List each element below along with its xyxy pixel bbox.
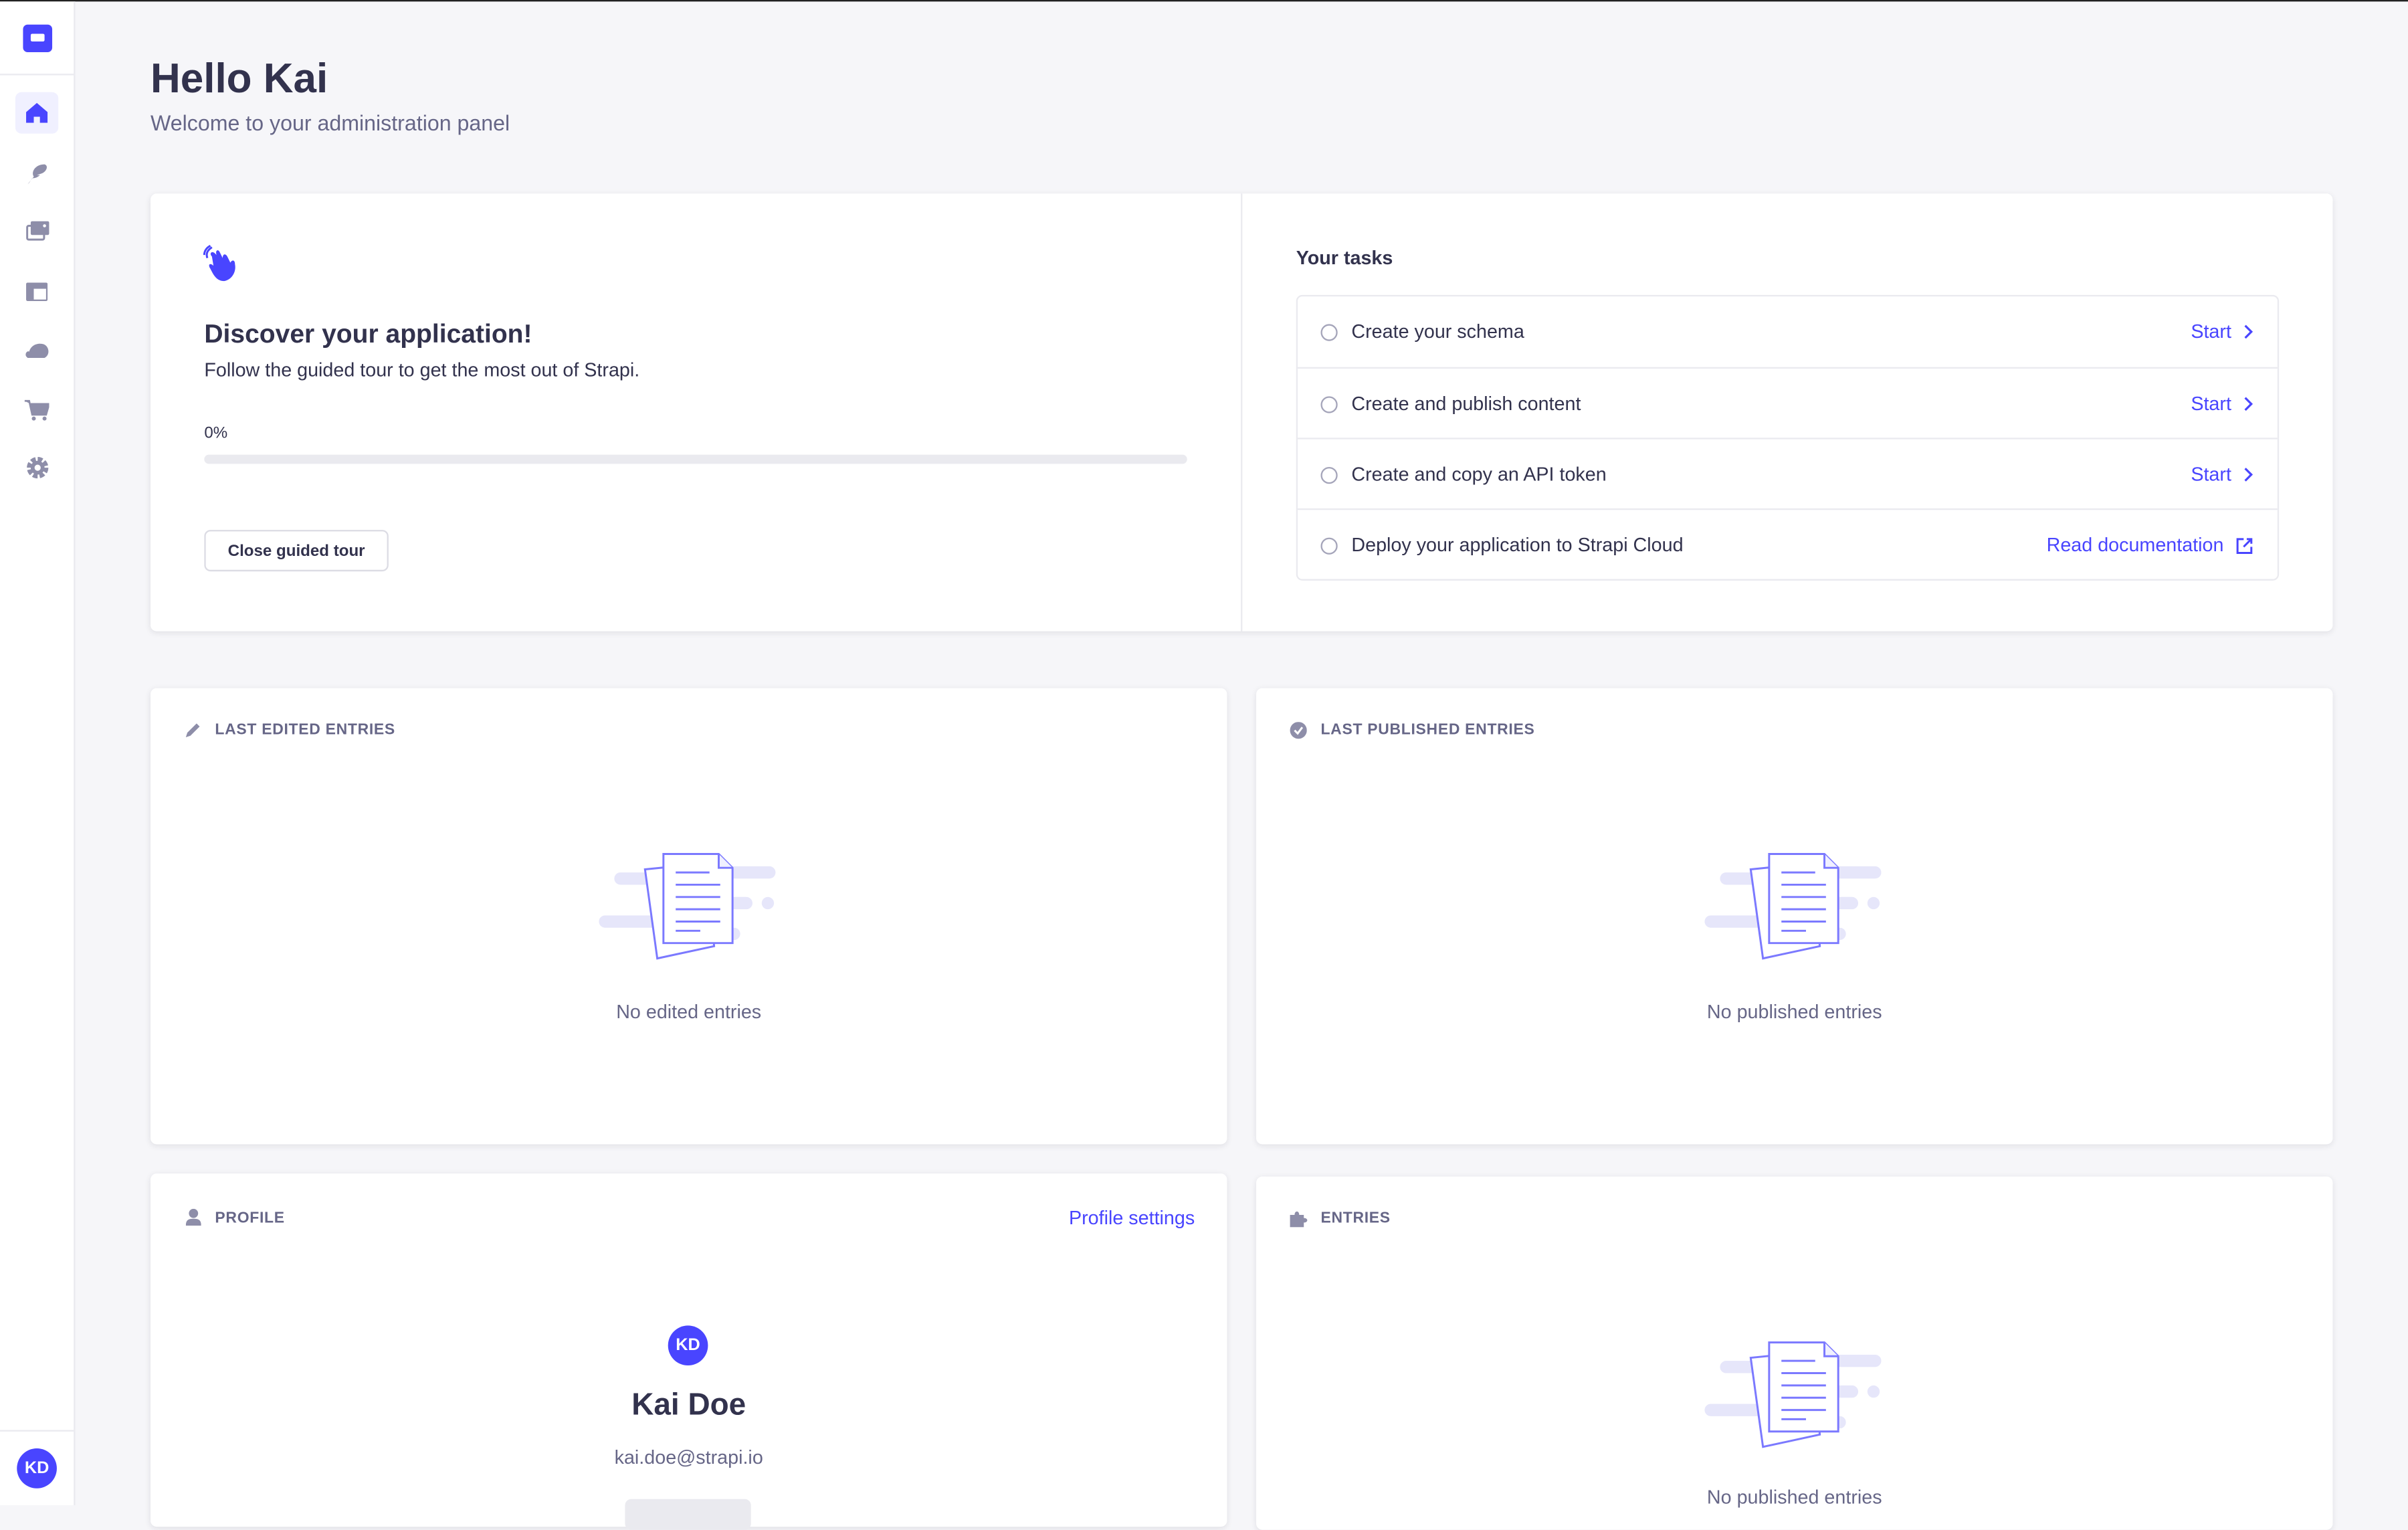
task-start-link[interactable]: Start bbox=[2191, 393, 2253, 415]
tour-subtitle: Follow the guided tour to get the most o… bbox=[204, 359, 640, 381]
page-title: Hello Kai bbox=[150, 55, 328, 102]
nav-home[interactable] bbox=[15, 92, 59, 134]
read-documentation-link[interactable]: Read documentation bbox=[2047, 535, 2253, 556]
profile-email: kai.doe@strapi.io bbox=[614, 1446, 763, 1468]
last-edited-entries-card: Last edited entries No edited entries bbox=[150, 688, 1227, 1145]
progress-label: 0% bbox=[204, 423, 228, 443]
chevron-right-icon bbox=[2244, 397, 2253, 411]
tour-title: Discover your application! bbox=[204, 319, 532, 349]
divider bbox=[0, 74, 74, 76]
cloud-icon bbox=[25, 343, 49, 357]
wave-hand-icon bbox=[203, 245, 235, 282]
profile-settings-link[interactable]: Profile settings bbox=[1068, 1207, 1195, 1229]
feather-icon bbox=[27, 163, 46, 184]
home-icon bbox=[26, 102, 48, 123]
card-title: Last edited entries bbox=[215, 722, 395, 739]
check-circle-icon bbox=[1290, 722, 1307, 739]
task-start-link[interactable]: Start bbox=[2191, 321, 2253, 343]
nav-settings[interactable] bbox=[15, 447, 58, 488]
user-icon bbox=[185, 1208, 201, 1226]
nav-media-library[interactable] bbox=[15, 211, 58, 252]
divider bbox=[0, 1430, 74, 1432]
layout-icon bbox=[26, 282, 48, 300]
task-list: Create your schema Start Create and publ… bbox=[1296, 294, 2280, 581]
last-published-entries-card: Last published entries No published entr… bbox=[1256, 688, 2333, 1145]
task-label: Create and copy an API token bbox=[1351, 464, 1607, 486]
profile-name: Kai Doe bbox=[631, 1388, 746, 1423]
pencil-icon bbox=[185, 723, 200, 738]
page-subtitle: Welcome to your administration panel bbox=[150, 110, 510, 136]
link-label: Start bbox=[2191, 320, 2231, 343]
task-item: Deploy your application to Strapi Cloud … bbox=[1298, 508, 2278, 581]
entries-card: Entries No published entries bbox=[1256, 1176, 2333, 1530]
task-status-circle bbox=[1320, 466, 1338, 484]
task-item: Create and copy an API token Start bbox=[1298, 438, 2278, 510]
progress-bar bbox=[204, 454, 1187, 464]
empty-state-text: No published entries bbox=[1706, 1487, 1882, 1509]
chevron-right-icon bbox=[2244, 468, 2253, 482]
nav-marketplace[interactable] bbox=[15, 389, 58, 430]
nav-content-manager[interactable] bbox=[15, 152, 58, 193]
chevron-right-icon bbox=[2244, 324, 2253, 339]
link-label: Start bbox=[2191, 393, 2231, 415]
user-avatar[interactable]: KD bbox=[17, 1448, 57, 1489]
profile-card: Profile Profile settings KD Kai Doe kai.… bbox=[150, 1173, 1227, 1530]
cart-icon bbox=[24, 399, 49, 420]
task-item: Create and publish content Start bbox=[1298, 367, 2278, 440]
empty-state-text: No edited entries bbox=[616, 1001, 762, 1024]
guided-tour-card: Discover your application! Follow the gu… bbox=[150, 193, 2333, 632]
nav-deploy[interactable] bbox=[15, 328, 58, 370]
profile-avatar: KD bbox=[668, 1325, 708, 1366]
divider bbox=[1241, 193, 1243, 632]
task-start-link[interactable]: Start bbox=[2191, 464, 2253, 486]
task-label: Create and publish content bbox=[1351, 393, 1581, 415]
card-title: Profile bbox=[215, 1210, 285, 1228]
card-title: Entries bbox=[1320, 1210, 1391, 1228]
external-link-icon bbox=[2236, 537, 2253, 553]
link-label: Start bbox=[2191, 464, 2231, 486]
task-status-circle bbox=[1320, 323, 1338, 341]
task-item: Create your schema Start bbox=[1298, 296, 2278, 367]
link-label: Read documentation bbox=[2046, 534, 2224, 557]
strapi-logo[interactable] bbox=[23, 24, 53, 53]
puzzle-icon bbox=[1290, 1211, 1308, 1228]
nav-content-type-builder[interactable] bbox=[15, 270, 58, 312]
task-label: Deploy your application to Strapi Cloud bbox=[1351, 534, 1684, 557]
empty-state-text: No published entries bbox=[1706, 1001, 1882, 1024]
task-label: Create your schema bbox=[1351, 320, 1524, 343]
task-status-circle bbox=[1320, 395, 1338, 413]
sidebar: KD bbox=[0, 1, 76, 1505]
tasks-title: Your tasks bbox=[1296, 247, 1393, 269]
empty-documents-illustration bbox=[1704, 1341, 1882, 1448]
images-icon bbox=[25, 221, 49, 241]
profile-button[interactable] bbox=[625, 1499, 751, 1530]
close-guided-tour-button[interactable]: Close guided tour bbox=[204, 530, 389, 572]
task-status-circle bbox=[1320, 537, 1338, 554]
empty-documents-illustration bbox=[599, 853, 776, 960]
window-top-border bbox=[0, 0, 2408, 2]
empty-documents-illustration bbox=[1704, 853, 1882, 960]
card-title: Last published entries bbox=[1320, 722, 1535, 739]
gear-icon bbox=[26, 457, 48, 479]
